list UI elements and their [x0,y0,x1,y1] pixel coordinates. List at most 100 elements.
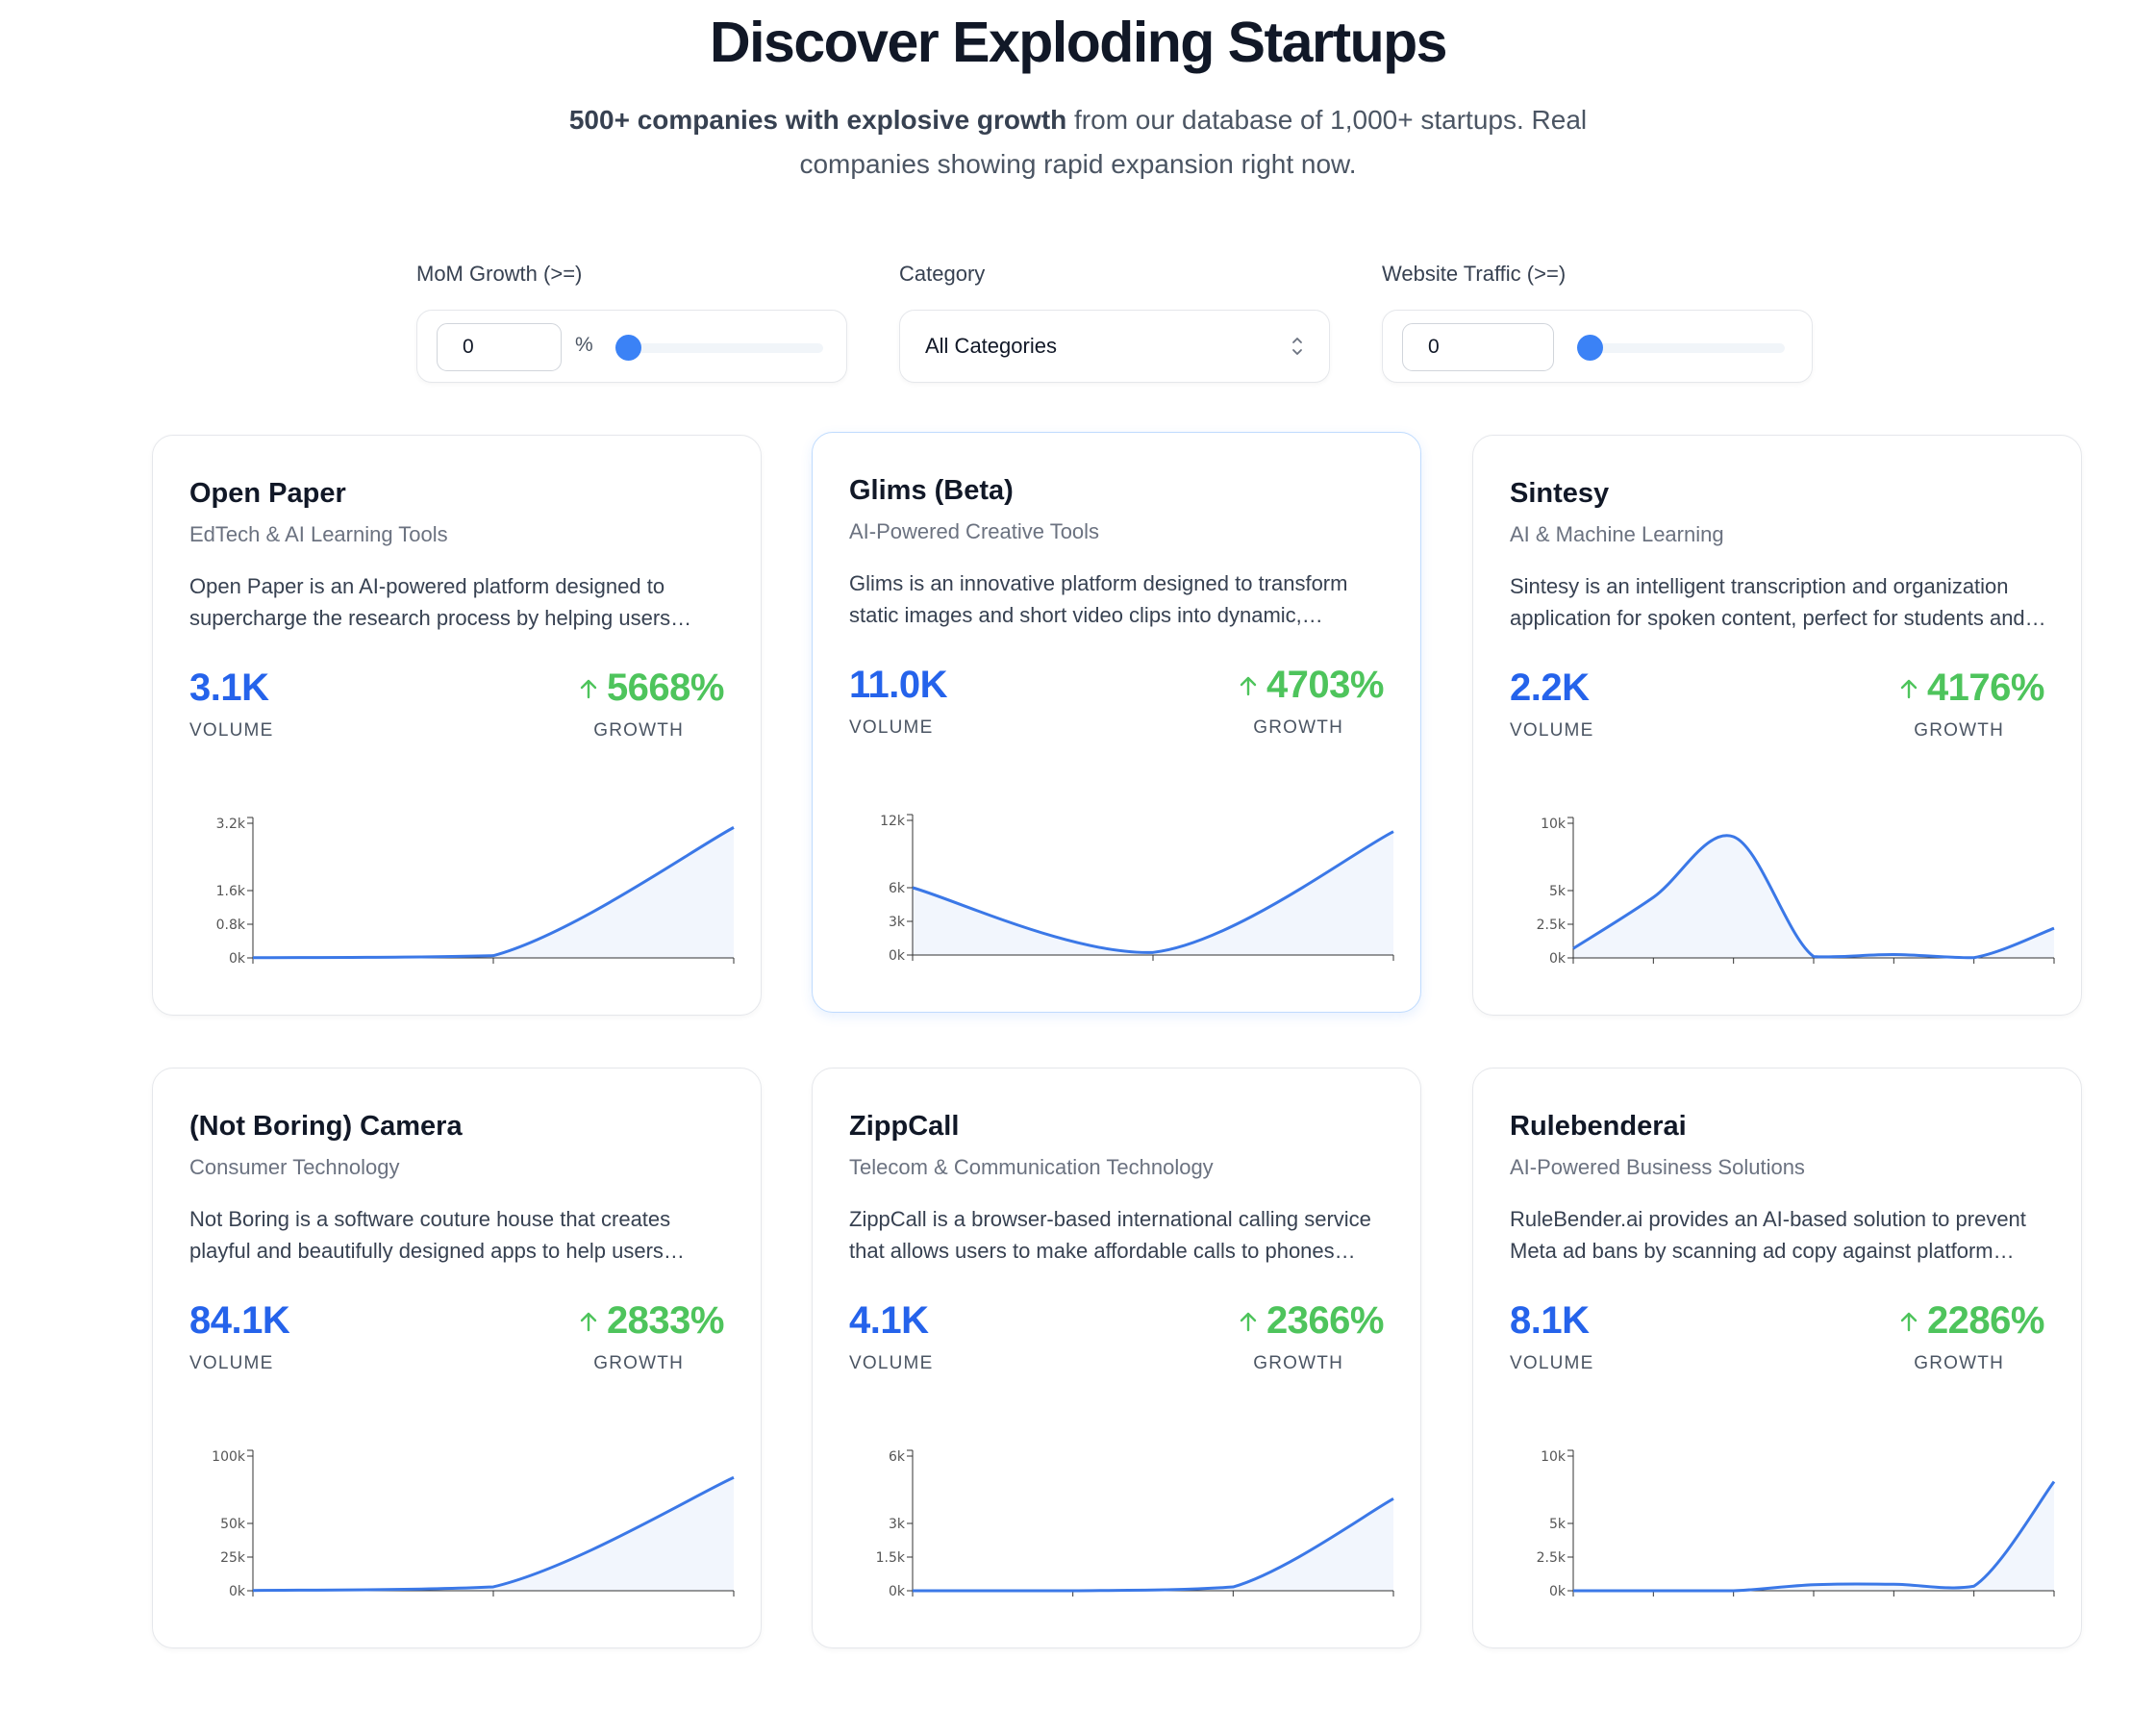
subtitle-text: from our database of 1,000+ startups. Re… [799,105,1588,179]
category-select[interactable]: All Categories [899,310,1330,383]
growth-percent: 2833% [606,1299,725,1342]
volume-label: VOLUME [189,720,274,741]
startup-category: AI & Machine Learning [1510,522,1724,546]
growth-chart: 0k25k50k100kAprMayJun [212,1449,735,1597]
y-tick-label: 0k [1549,1584,1567,1597]
growth-label: GROWTH [1253,717,1343,738]
website-traffic-label: Website Traffic (>=) [1382,262,1567,286]
y-tick-label: 3k [889,1517,906,1532]
chart-line [252,826,735,960]
growth-label: GROWTH [593,720,684,741]
chart-line [912,830,1394,954]
growth-value: 4176% [1898,666,2045,710]
growth-value: 2833% [578,1299,725,1343]
chart-line [1573,1480,2056,1593]
chart-area [1573,1481,2054,1591]
volume-label: VOLUME [1510,1353,1594,1373]
mom-growth-slider-thumb[interactable] [615,335,641,361]
y-tick-label: 5k [1549,1517,1567,1532]
volume-value: 4.1K [849,1299,929,1342]
chart-line [913,1497,1394,1593]
growth-value: 2366% [1238,1299,1385,1343]
growth-label: GROWTH [1914,720,2004,741]
startup-description: ZippCall is a browser-based internationa… [849,1207,1371,1263]
y-tick-label: 0k [229,1584,246,1597]
startup-name: Rulebenderai [1510,1111,1687,1142]
y-tick-label: 0k [889,948,906,962]
growth-value: 2286% [1898,1299,2045,1343]
startup-card[interactable]: Rulebenderai AI-Powered Business Solutio… [1472,1068,2082,1648]
growth-percent: 2366% [1266,1299,1385,1342]
volume-value: 3.1K [189,666,269,709]
volume-value: 11.0K [849,664,948,706]
startup-category: Telecom & Communication Technology [849,1155,1214,1179]
y-tick-label: 10k [1541,817,1567,832]
growth-percent: 5668% [606,666,725,709]
chart-line [252,1475,735,1593]
startup-card[interactable]: Open Paper EdTech & AI Learning Tools Op… [152,435,762,1016]
startup-card[interactable]: (Not Boring) Camera Consumer Technology … [152,1068,762,1648]
y-tick-label: 0k [1549,951,1567,965]
y-tick-label: 1.6k [216,884,246,899]
growth-chart: 0k2.5k5k10kDecJanFebMarAprMayJun [1537,817,2055,965]
chart-line [1572,834,2055,960]
startup-description: Glims is an innovative platform designed… [849,571,1348,627]
y-tick-label: 0.8k [216,918,246,933]
y-tick-label: 100k [212,1449,246,1465]
growth-label: GROWTH [593,1353,684,1373]
growth-chart: 0k3k6k12kAprMayJun [880,814,1394,962]
arrow-up-icon [580,1312,597,1331]
website-traffic-slider-thumb[interactable] [1577,335,1603,361]
volume-label: VOLUME [189,1353,274,1373]
growth-value: 5668% [578,666,725,710]
chart-area [913,1498,1393,1591]
chart-area [1573,835,2054,958]
startup-description: Open Paper is an AI-powered platform des… [189,574,671,630]
startup-description: Not Boring is a software couture house t… [189,1207,671,1263]
y-tick-label: 2.5k [1537,1550,1567,1566]
y-tick-label: 0k [229,951,246,965]
growth-chart: 0k2.5k5k10kDecJanFebMarAprMayJun [1537,1449,2056,1597]
startup-card[interactable]: Glims (Beta) AI-Powered Creative Tools G… [812,432,1421,1013]
volume-label: VOLUME [1510,720,1594,741]
mom-growth-slider[interactable] [615,335,823,361]
growth-chart: 0k1.5k3k6kMarAprMayJun [876,1449,1394,1597]
growth-chart: 0k0.8k1.6k3.2kAprMayJun [216,817,735,965]
growth-label: GROWTH [1253,1353,1343,1373]
y-tick-label: 6k [889,1449,906,1465]
chart-area [253,827,734,958]
startup-card[interactable]: ZippCall Telecom & Communication Technol… [812,1068,1421,1648]
chart-area [253,1477,734,1591]
page-subtitle: 500+ companies with explosive growth fro… [549,98,1607,187]
startup-card[interactable]: Sintesy AI & Machine Learning Sintesy is… [1472,435,2082,1016]
startup-description: Sintesy is an intelligent transcription … [1510,574,2025,630]
mom-growth-filter: % [416,310,847,383]
startup-name: (Not Boring) Camera [189,1111,463,1142]
arrow-up-icon [1900,1312,1918,1331]
startup-category: Consumer Technology [189,1155,400,1179]
category-label: Category [899,262,986,286]
y-tick-label: 5k [1549,884,1567,899]
y-tick-label: 12k [880,814,906,829]
y-tick-label: 1.5k [876,1550,906,1566]
startup-category: AI-Powered Business Solutions [1510,1155,1805,1179]
volume-value: 2.2K [1510,666,1590,709]
website-traffic-filter [1382,310,1813,383]
volume-value: 8.1K [1510,1299,1590,1342]
website-traffic-slider[interactable] [1577,335,1785,361]
startup-name: Open Paper [189,478,346,509]
mom-growth-input[interactable] [437,323,562,371]
arrow-up-icon [580,679,597,698]
startup-category: AI-Powered Creative Tools [849,519,1100,543]
y-tick-label: 25k [220,1550,246,1566]
y-tick-label: 0k [889,1584,906,1597]
volume-label: VOLUME [849,1353,934,1373]
website-traffic-input[interactable] [1402,323,1554,371]
percent-unit: % [575,334,593,356]
growth-percent: 2286% [1926,1299,2045,1342]
y-tick-label: 2.5k [1537,918,1567,933]
startup-description: RuleBender.ai provides an AI-based solut… [1510,1207,2026,1263]
y-tick-label: 3.2k [216,817,246,832]
arrow-up-icon [1240,1312,1257,1331]
growth-percent: 4703% [1266,664,1385,706]
